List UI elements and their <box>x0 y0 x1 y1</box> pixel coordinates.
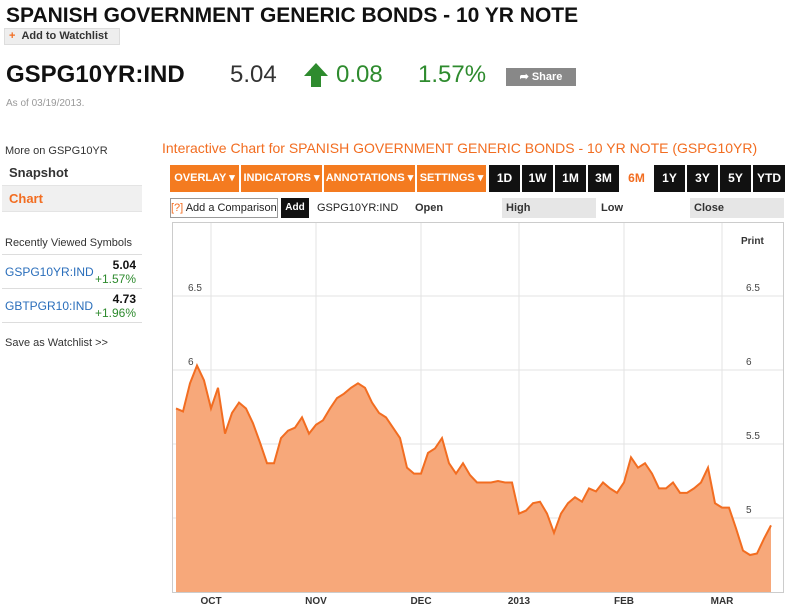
price: 5.04 <box>230 61 277 88</box>
range-button[interactable]: 3M <box>588 165 620 192</box>
range-button[interactable]: 3Y <box>687 165 719 192</box>
range-button[interactable]: 1D <box>489 165 521 192</box>
range-button[interactable]: 5Y <box>720 165 752 192</box>
x-tick-label: OCT <box>200 596 221 607</box>
x-tick-label: NOV <box>305 596 327 607</box>
y-tick-label: 6 <box>188 357 194 368</box>
recent-symbol[interactable]: GBTPGR10:IND <box>5 299 94 313</box>
menu-button[interactable]: ANNOTATIONS ▾ <box>324 165 416 192</box>
sidebar-links: Snapshot Chart <box>2 160 142 212</box>
x-tick-label: MAR <box>711 596 735 607</box>
change-percent: 1.57% <box>418 61 487 88</box>
more-on: More on GSPG10YR <box>5 145 108 157</box>
help: [?] <box>171 202 184 214</box>
recent-title: Recently Viewed Symbols <box>5 237 132 249</box>
share-label: Share <box>531 71 563 83</box>
page-title: SPANISH GOVERNMENT GENERIC BONDS - 10 YR… <box>6 4 579 27</box>
field-label: Close <box>690 198 784 218</box>
x-tick-label: FEB <box>614 596 634 607</box>
sidebar-link[interactable]: Snapshot <box>2 160 142 186</box>
recent-row: GSPG10YR:IND 5.04 +1.57% <box>2 255 142 289</box>
chart-heading: Interactive Chart for SPANISH GOVERNMENT… <box>162 140 758 156</box>
add-button[interactable]: Add <box>281 198 309 218</box>
y-tick-label: 6.5 <box>188 283 202 294</box>
recent-list: GSPG10YR:IND 5.04 +1.57% GBTPGR10:IND 4.73 +1… <box>2 254 142 323</box>
recent-symbol[interactable]: GSPG10YR:IND <box>5 265 94 279</box>
menu-button[interactable]: INDICATORS ▾ <box>241 165 323 192</box>
compare-label: Add a Comparison <box>185 202 277 214</box>
recent-change: +1.57% <box>94 272 136 286</box>
ticker: GSPG10YR:IND <box>6 61 185 88</box>
sidebar-link[interactable]: Chart <box>2 186 142 212</box>
recent-price: 4.73 <box>112 292 136 306</box>
symbol: GSPG10YR:IND <box>317 202 399 214</box>
menu-button[interactable]: SETTINGS ▾ <box>417 165 487 192</box>
range-button[interactable]: 1W <box>522 165 554 192</box>
menu-button[interactable]: OVERLAY ▾ <box>170 165 240 192</box>
line <box>175 363 772 557</box>
field-label: Open <box>415 202 444 214</box>
as-of: As of 03/19/2013. <box>6 98 85 109</box>
range-button[interactable]: YTD <box>753 165 786 192</box>
watchlist-label: Add to Watchlist <box>21 30 108 42</box>
x-tick-label: DEC <box>410 596 431 607</box>
recent-row: GBTPGR10:IND 4.73 +1.96% <box>2 289 142 323</box>
up-arrow <box>304 63 328 87</box>
compare-box[interactable]: [?] Add a Comparison <box>170 198 278 218</box>
change: 0.08 <box>336 61 383 88</box>
y-tick-label: 6.5 <box>746 283 760 294</box>
x-tick-label: 2013 <box>508 596 531 607</box>
print[interactable]: Print <box>741 236 764 247</box>
range-button[interactable]: 1Y <box>654 165 686 192</box>
save-watchlist[interactable]: Save as Watchlist >> <box>5 337 108 349</box>
range-button[interactable]: 1M <box>555 165 587 192</box>
y-tick-label: 6 <box>746 357 752 368</box>
field-label: High <box>502 198 596 218</box>
recent-price: 5.04 <box>112 258 136 272</box>
area <box>176 365 771 592</box>
field-label: Low <box>601 202 623 214</box>
range-button[interactable]: 6M <box>621 165 653 192</box>
recent-change: +1.96% <box>94 306 136 320</box>
y-tick-label: 5.5 <box>746 431 760 442</box>
watchlist-button[interactable]: + Add to Watchlist <box>4 28 120 45</box>
share-button[interactable]: ➦ Share <box>506 68 576 86</box>
y-tick-label: 5 <box>746 505 752 516</box>
